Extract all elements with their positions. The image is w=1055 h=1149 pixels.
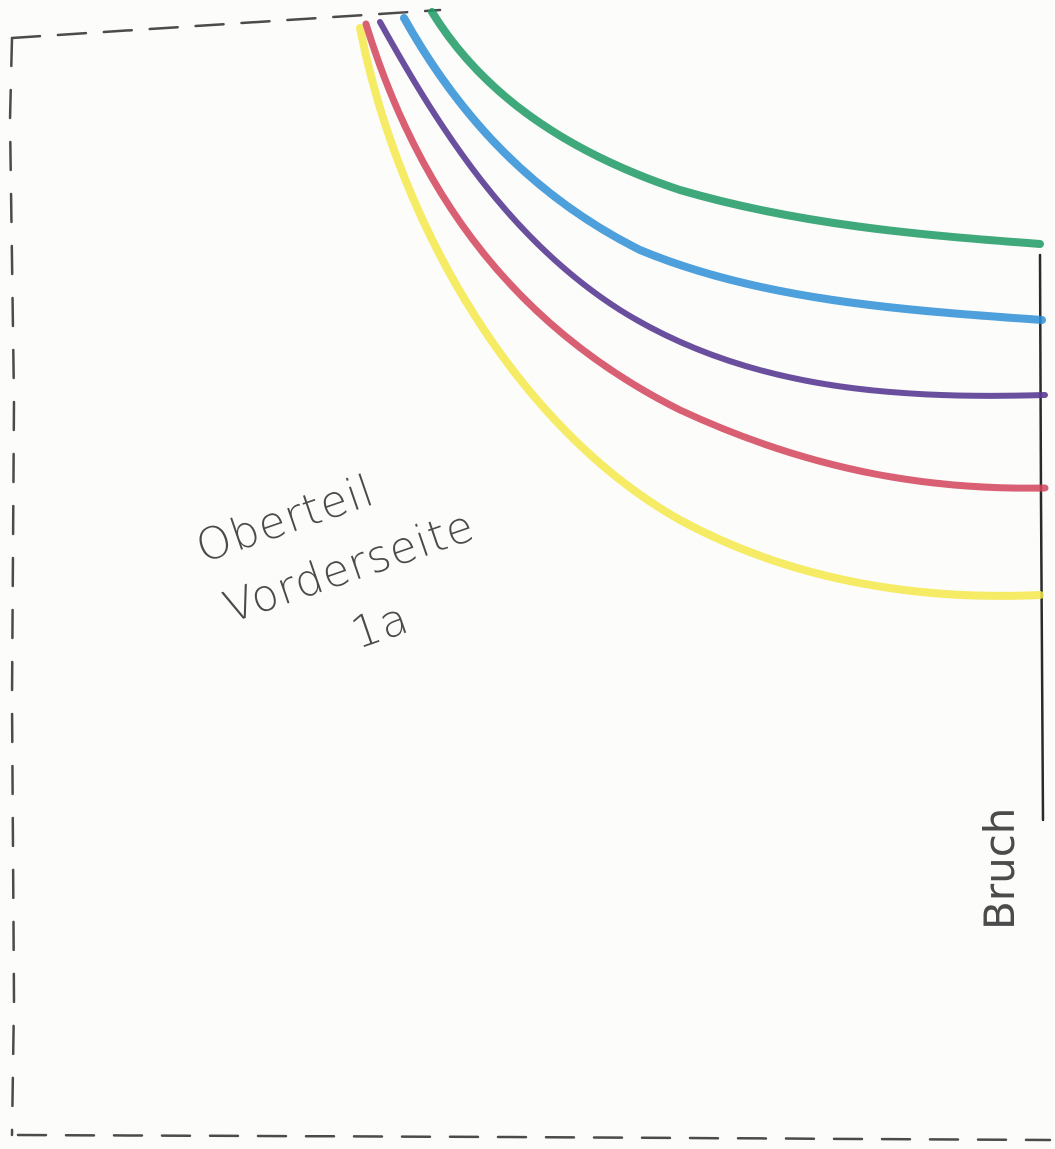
seam-outline-top <box>10 8 442 40</box>
fold-label: Bruch <box>975 807 1024 930</box>
fold-line <box>1038 253 1045 822</box>
neckline-green <box>428 8 1044 248</box>
neckline-red <box>362 20 1049 492</box>
seam-outline-left <box>8 36 16 1137</box>
seam-outline-bottom <box>16 1133 1052 1142</box>
neckline-yellow <box>356 24 1044 600</box>
neckline-purple <box>377 19 1048 399</box>
neckline-blue <box>400 14 1046 324</box>
